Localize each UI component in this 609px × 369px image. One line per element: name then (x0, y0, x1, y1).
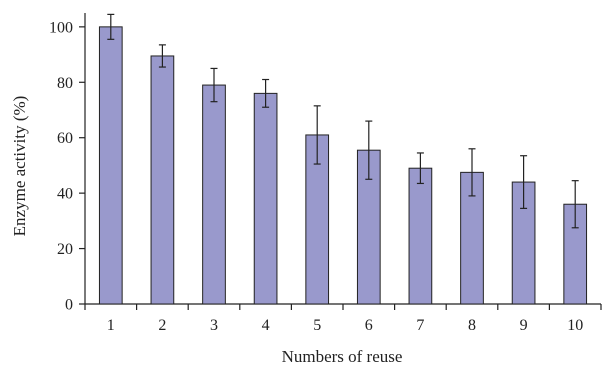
y-tick-label: 60 (57, 130, 73, 147)
x-tick-label: 5 (313, 317, 321, 334)
error-bar (210, 67, 218, 103)
error-bar (313, 105, 321, 165)
y-tick-label: 20 (57, 241, 73, 258)
bar (150, 55, 175, 305)
error-bar (468, 148, 476, 197)
x-tick-label: 6 (365, 317, 373, 334)
x-tick-label: 3 (210, 317, 218, 334)
error-bars (107, 13, 579, 229)
bars (98, 26, 588, 305)
error-bar (262, 78, 270, 108)
bar (408, 167, 433, 305)
error-bar (107, 13, 115, 40)
bar (98, 26, 123, 305)
error-bar (520, 155, 528, 209)
y-tick-label: 80 (57, 75, 73, 92)
x-axis-title: Numbers of reuse (282, 347, 403, 366)
x-tick-label: 7 (416, 317, 424, 334)
x-tick-label: 10 (567, 317, 583, 334)
error-bar (365, 120, 373, 180)
y-tick-label: 0 (65, 297, 73, 314)
x-tick-label: 1 (107, 317, 115, 334)
y-tick-label: 40 (57, 186, 73, 203)
x-tick-label: 8 (468, 317, 476, 334)
x-tick-label: 4 (262, 317, 270, 334)
bar (253, 92, 278, 305)
error-bar (416, 152, 424, 185)
y-axis: 0 20 40 60 80 100 (49, 13, 86, 314)
x-tick-label: 2 (158, 317, 166, 334)
x-axis: 1 2 3 4 5 6 7 8 9 10 (84, 303, 602, 334)
y-axis-title: Enzyme activity (%) (10, 96, 29, 237)
error-bar (158, 44, 166, 68)
error-bar (571, 180, 579, 229)
y-tick-label: 100 (49, 19, 73, 36)
x-tick-label: 9 (520, 317, 528, 334)
bar (202, 84, 226, 305)
